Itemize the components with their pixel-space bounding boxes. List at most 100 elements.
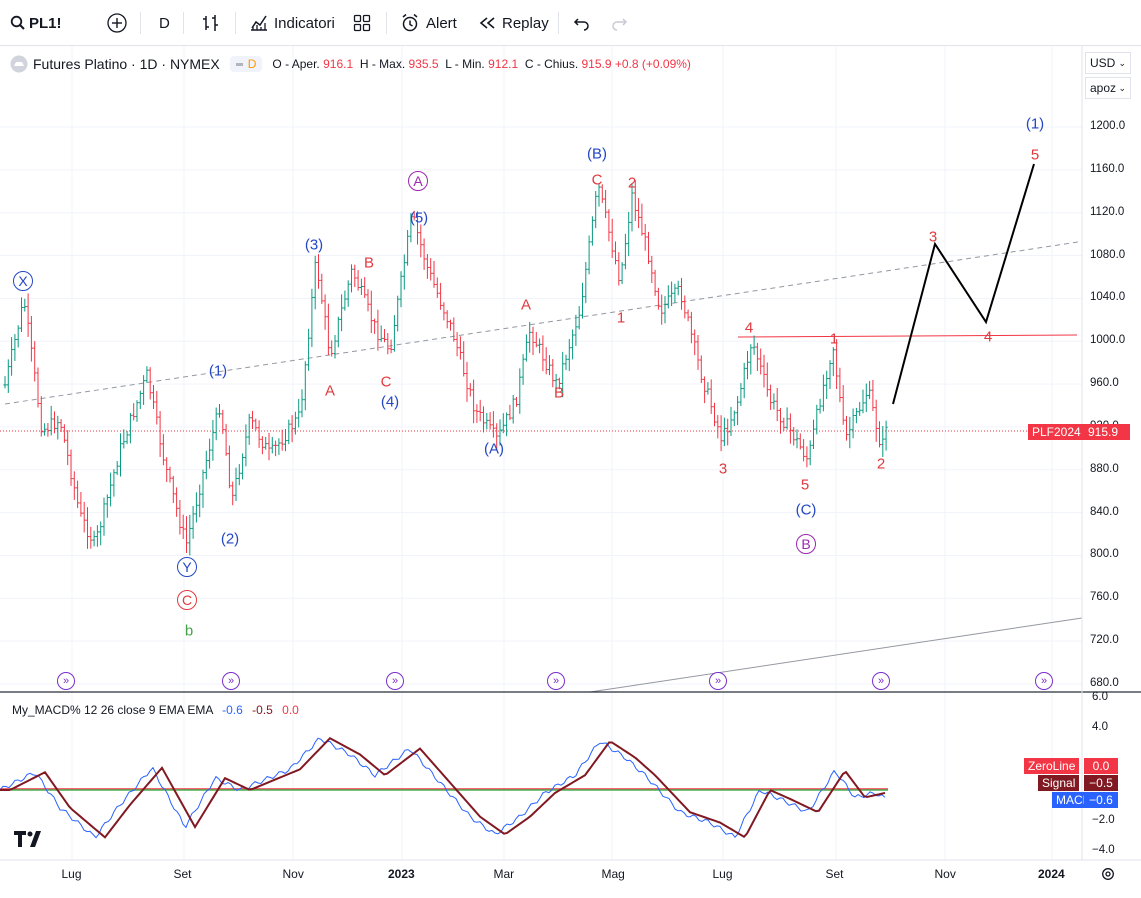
ohlc-bar <box>736 396 740 426</box>
ohlc-bar <box>264 436 268 450</box>
ohlc-bar <box>356 270 360 291</box>
ohlc-bar <box>439 282 443 310</box>
wave-label: 3 <box>718 460 728 478</box>
price-tick-label: 760.0 <box>1090 591 1119 604</box>
ohlc-bar <box>828 360 832 390</box>
redo-icon <box>612 18 628 31</box>
ohlc-bar <box>227 445 231 489</box>
symbol-title[interactable]: Futures Platino · 1D · NYMEX <box>33 56 220 72</box>
event-marker-icon[interactable]: » <box>1035 672 1053 690</box>
interval-button[interactable]: D <box>159 0 170 46</box>
event-marker-icon[interactable]: » <box>872 672 890 690</box>
ohlc-bar <box>125 430 129 445</box>
interval-label: D <box>159 14 170 32</box>
ohlc-bar <box>178 500 182 535</box>
event-marker-icon[interactable]: » <box>709 672 727 690</box>
macd-legend[interactable]: My_MACD% 12 26 close 9 EMA EMA -0.6 -0.5… <box>12 703 299 717</box>
ohlc-bar <box>547 355 552 376</box>
macd-legend-value: -0.6 <box>222 703 243 717</box>
event-marker-icon[interactable]: » <box>57 672 75 690</box>
compare-symbol-button[interactable] <box>106 0 128 46</box>
ohlc-bar <box>696 335 700 370</box>
ohlc-bar <box>607 209 611 242</box>
alert-button[interactable]: Alert <box>400 0 457 46</box>
dot-icon <box>235 62 243 66</box>
session-badge[interactable]: D <box>229 56 263 72</box>
ohlc-bar <box>472 379 476 424</box>
lower-trendline <box>589 617 1083 693</box>
wave-label: (5) <box>409 209 429 227</box>
replay-button[interactable]: Replay <box>478 0 549 46</box>
wave-label: (4) <box>380 393 400 411</box>
ohlc-bar <box>3 376 7 389</box>
settings-gear-icon[interactable] <box>1101 867 1115 881</box>
rewind-icon <box>479 17 495 29</box>
ohlc-bar <box>349 264 354 293</box>
price-bars <box>3 180 888 556</box>
ohlc-bar <box>145 366 149 383</box>
toolbar-divider <box>183 12 184 34</box>
ohlc-bar <box>769 384 773 410</box>
ohlc-bar <box>798 433 802 450</box>
layouts-button[interactable] <box>353 0 371 46</box>
macd-pane <box>0 736 888 839</box>
time-tick-label: Nov <box>282 867 304 881</box>
ohlc-bar <box>808 440 812 466</box>
ohlc-bar <box>158 411 162 458</box>
chart-type-button[interactable] <box>201 0 221 46</box>
ohlc-bar <box>148 367 152 400</box>
ohlc-bar <box>831 347 835 377</box>
redo-button[interactable] <box>610 0 628 46</box>
ohlc-bar <box>580 282 585 319</box>
wave-label: 1 <box>616 309 626 327</box>
symbol-search[interactable]: PL1! <box>10 0 62 46</box>
wave-label: b <box>184 622 194 640</box>
ohlc-bar <box>485 413 489 430</box>
ohlc-bar <box>594 191 598 229</box>
undo-button[interactable] <box>573 0 591 46</box>
ohlc-bar <box>419 224 423 258</box>
session-badge-label: D <box>247 57 257 71</box>
ohlc-bar <box>686 309 690 322</box>
ohlc-bar <box>307 328 311 371</box>
ohlc-bar <box>118 433 123 477</box>
currency-select[interactable]: USD ⌄ <box>1085 52 1131 74</box>
event-marker-icon[interactable]: » <box>547 672 565 690</box>
wave-label: C <box>177 590 197 610</box>
ohlc-bar <box>643 223 647 251</box>
ohlc-bar <box>16 325 20 348</box>
ohlc-bar <box>475 404 479 423</box>
ohlc-bar <box>508 404 512 421</box>
ohlc-bar <box>10 337 14 376</box>
event-marker-icon[interactable]: » <box>222 672 240 690</box>
ohlc-bar <box>653 269 657 296</box>
ohlc-bar <box>171 475 175 504</box>
time-tick-label: Mag <box>601 867 625 881</box>
undo-icon <box>573 18 589 31</box>
ohlc-bar <box>666 285 670 309</box>
indicators-button[interactable]: Indicatori <box>249 0 335 46</box>
event-marker-icon[interactable]: » <box>386 672 404 690</box>
price-tick-label: 720.0 <box>1090 634 1119 647</box>
ohlc-bar <box>729 406 733 436</box>
ohlc-bar <box>122 429 126 449</box>
ohlc-bar <box>597 183 601 207</box>
ohlc-bar <box>386 333 390 355</box>
unit-select[interactable]: apoz ⌄ <box>1085 77 1131 99</box>
ohlc-bar <box>478 399 482 422</box>
ohlc-bar <box>363 277 367 298</box>
ohlc-bar <box>260 436 264 455</box>
ohlc-bar <box>762 354 766 388</box>
indicators-icon <box>251 15 267 31</box>
ohlc-bar <box>204 450 208 480</box>
ohlc-bar <box>528 321 532 353</box>
chart-canvas[interactable] <box>0 46 1141 898</box>
ohlc-bar <box>604 189 608 219</box>
macd-tag-value: 0.0 <box>1084 758 1118 774</box>
ohlc-bar <box>511 394 515 424</box>
ohlc-bar <box>577 306 581 330</box>
horizontal-resistance-line <box>737 334 1078 338</box>
ohlc-bar <box>670 281 674 307</box>
tradingview-logo-icon[interactable] <box>14 831 46 847</box>
wave-label: B <box>796 534 816 554</box>
